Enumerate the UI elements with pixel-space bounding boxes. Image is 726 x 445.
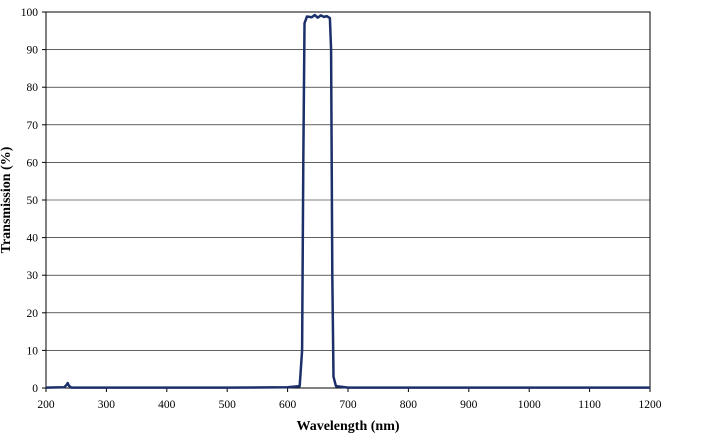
x-tick-label: 800 <box>400 399 418 411</box>
y-tick-label: 30 <box>27 270 39 282</box>
x-tick-label: 1000 <box>518 399 541 411</box>
y-tick-label: 10 <box>27 345 39 357</box>
x-tick-label: 900 <box>460 399 478 411</box>
x-tick-label: 400 <box>158 399 176 411</box>
x-tick-label: 1100 <box>578 399 601 411</box>
x-axis-ticks: 200 300 400 500 600 700 800 900 1000 1100 1200 <box>37 388 662 411</box>
y-tick-label: 0 <box>32 383 38 395</box>
x-tick-label: 1200 <box>639 399 662 411</box>
y-tick-label: 80 <box>27 82 39 94</box>
y-tick-label: 40 <box>27 233 39 245</box>
y-axis-label: Transmission (%) <box>0 146 14 253</box>
y-tick-label: 20 <box>27 308 39 320</box>
y-axis-ticks: 0 10 20 30 40 50 60 70 80 90 100 <box>21 7 46 395</box>
x-tick-label: 500 <box>219 399 237 411</box>
series-line-1 <box>45 13 650 389</box>
x-tick-label: 300 <box>98 399 116 411</box>
x-tick-label: 700 <box>339 399 357 411</box>
y-tick-label: 70 <box>27 120 39 132</box>
x-tick-label: 600 <box>279 399 297 411</box>
grid-lines <box>46 49 650 351</box>
y-tick-label: 90 <box>27 45 39 57</box>
series-group <box>45 13 650 389</box>
y-tick-label: 100 <box>21 7 39 19</box>
x-axis-label: Wavelength (nm) <box>296 419 399 434</box>
y-tick-label: 50 <box>27 195 39 207</box>
y-tick-label: 60 <box>27 157 39 169</box>
x-tick-label: 200 <box>37 399 55 411</box>
